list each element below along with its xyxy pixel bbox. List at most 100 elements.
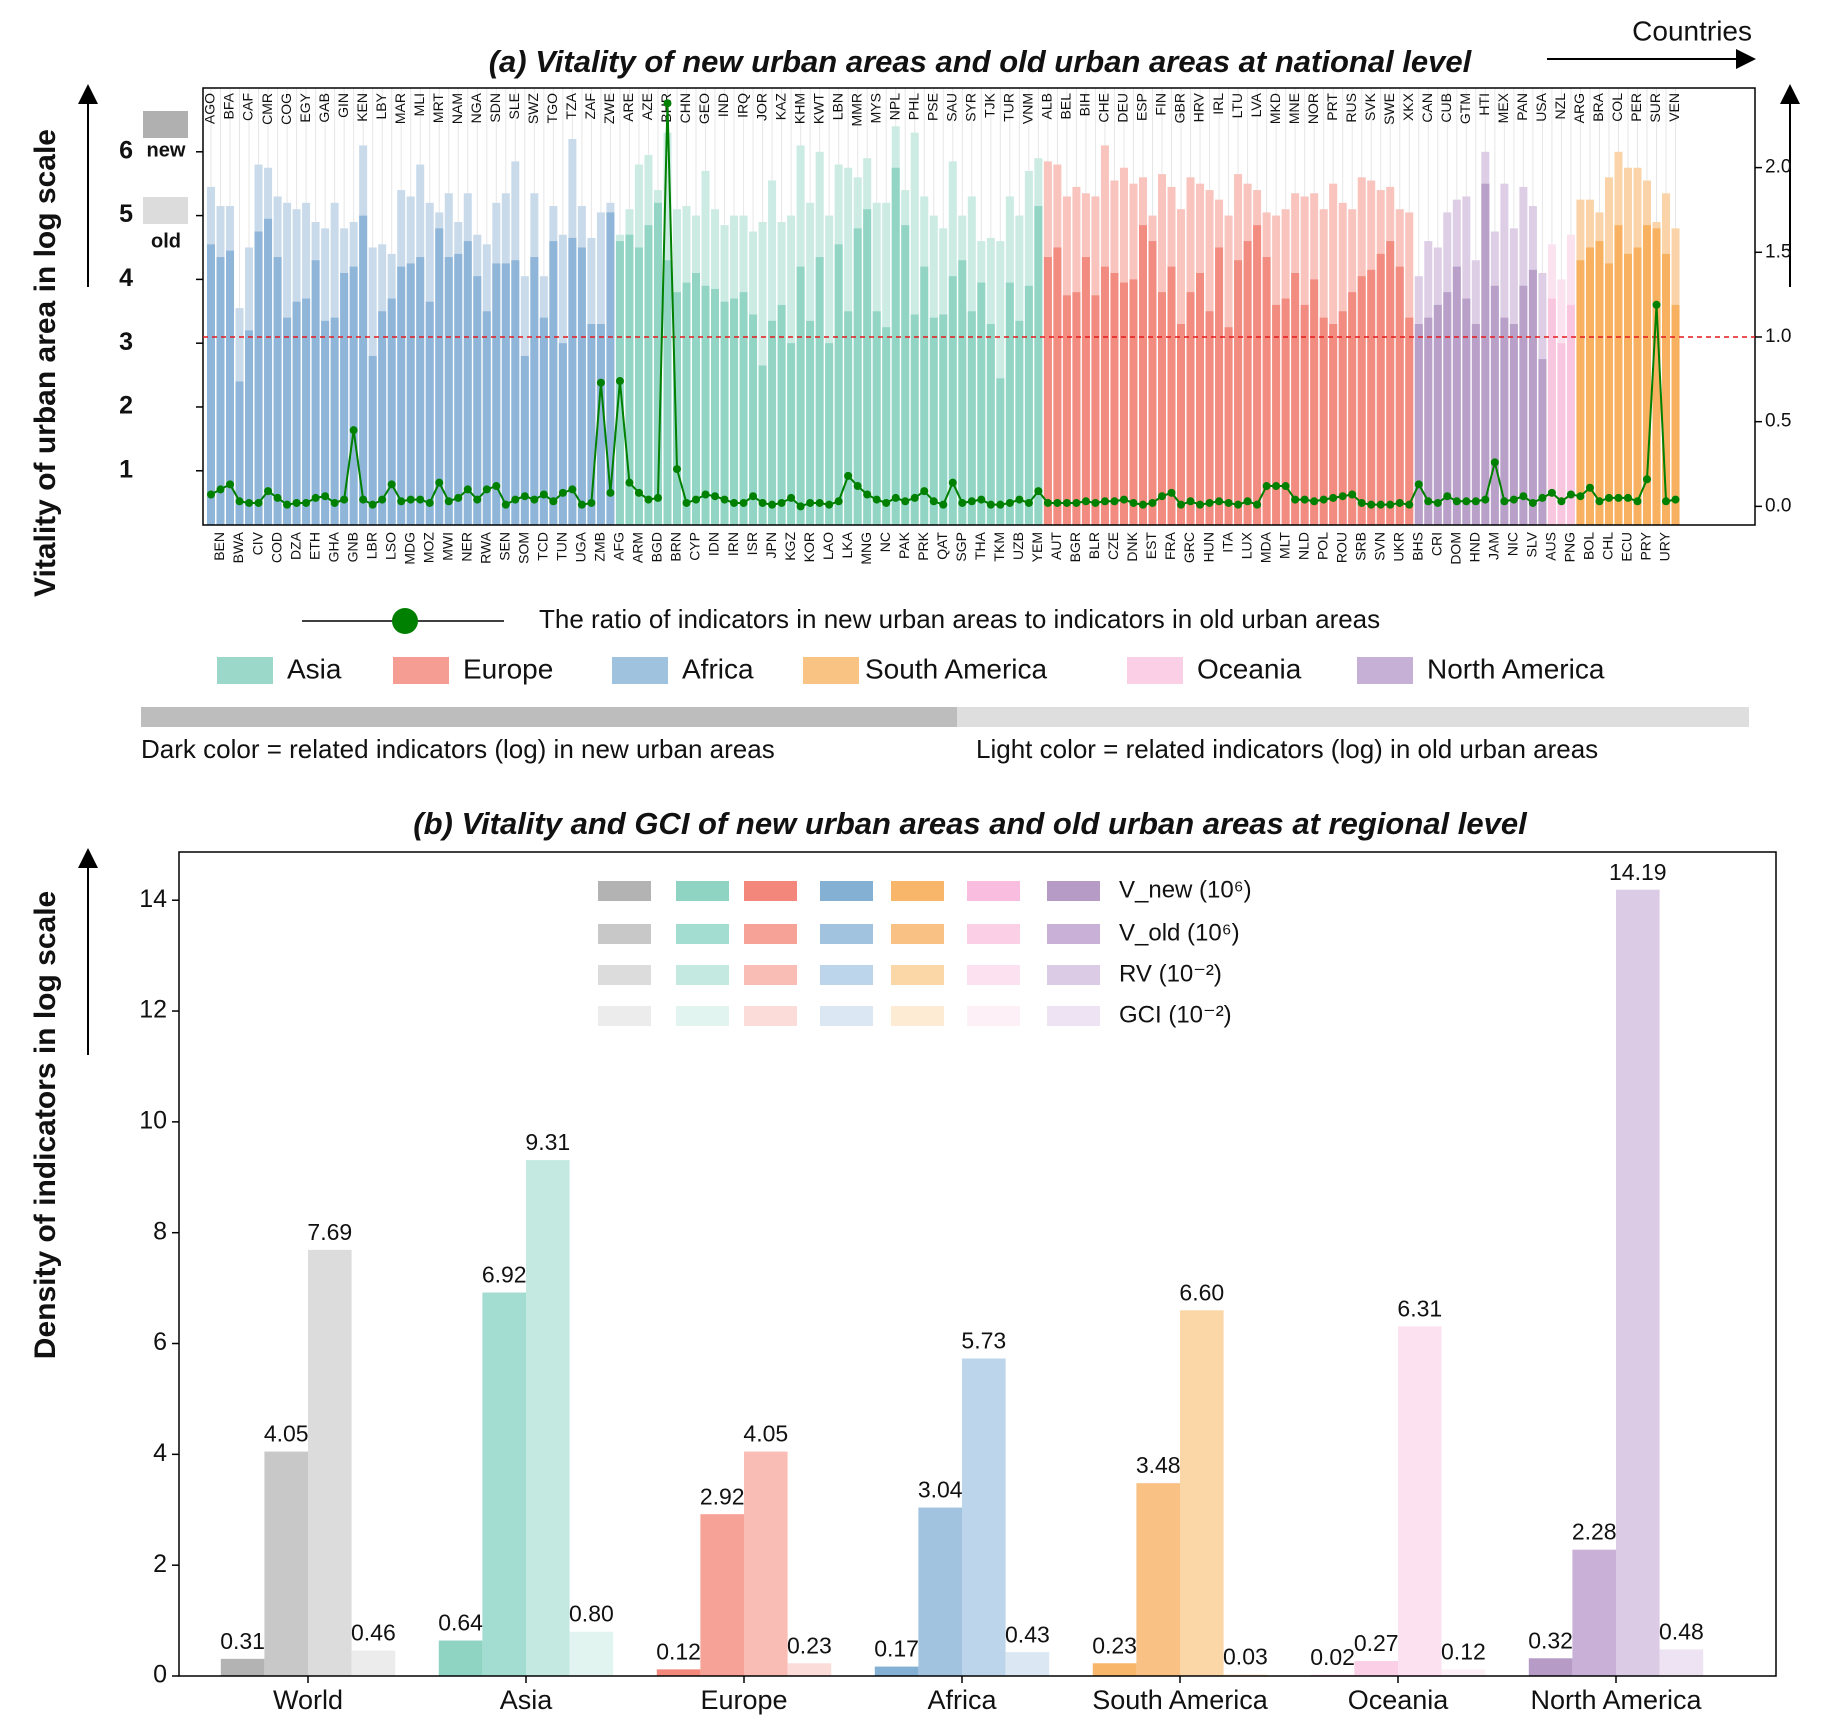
bar-new xyxy=(406,263,415,525)
ratio-marker xyxy=(1367,500,1376,509)
ratio-marker xyxy=(711,492,720,501)
ratio-marker xyxy=(1300,495,1309,504)
country-label: VEN xyxy=(1666,93,1682,122)
ratio-marker xyxy=(226,480,235,489)
legend-swatch xyxy=(1047,965,1100,985)
country-label: AUT xyxy=(1048,532,1064,560)
bar-new xyxy=(1614,225,1623,525)
bar-new xyxy=(891,167,900,526)
country-label: SEN xyxy=(497,532,513,561)
country-label: TUN xyxy=(554,532,570,561)
bar-new xyxy=(1262,257,1271,525)
note: Light color = related indicators (log) i… xyxy=(976,734,1598,764)
legend-swatch xyxy=(598,1006,651,1026)
bar xyxy=(787,1663,832,1676)
bar-new xyxy=(1100,266,1109,525)
ratio-marker xyxy=(777,498,786,507)
legend-swatch xyxy=(1047,881,1100,901)
bar-new xyxy=(663,260,672,525)
bar-new xyxy=(1310,279,1319,525)
ratio-marker xyxy=(416,495,425,504)
ratio-marker xyxy=(1310,497,1319,506)
country-label: SVN xyxy=(1371,532,1387,561)
bar-new xyxy=(207,244,215,526)
region-swatch xyxy=(393,657,449,684)
ratio-marker xyxy=(692,495,701,504)
ratio-marker xyxy=(1386,500,1395,509)
ratio-marker xyxy=(216,485,225,494)
bar-new xyxy=(1566,304,1575,525)
ratio-marker xyxy=(207,490,215,499)
bar-new xyxy=(397,266,406,525)
bar-new xyxy=(653,202,662,525)
region-label: Asia xyxy=(287,653,342,684)
legend-swatch xyxy=(891,924,944,944)
bar-new xyxy=(1158,292,1166,525)
country-label: ESP xyxy=(1134,93,1150,121)
bar-new xyxy=(1481,183,1490,526)
ratio-marker xyxy=(730,498,739,507)
ratio-marker xyxy=(340,495,349,504)
country-label: LSO xyxy=(382,532,398,560)
country-label: ALB xyxy=(1039,93,1055,119)
bar-new xyxy=(634,247,643,525)
bar-new xyxy=(1547,298,1556,525)
ratio-marker xyxy=(1576,492,1585,501)
ratio-marker xyxy=(891,493,900,502)
ratio-marker xyxy=(1519,492,1528,501)
x-tick-label: Oceania xyxy=(1348,1685,1450,1715)
light-band xyxy=(957,707,1749,727)
y-axis-label: Vitality of urban area in log scale xyxy=(29,129,62,597)
value-label: 2.28 xyxy=(1572,1519,1617,1545)
legend-swatch xyxy=(143,111,188,138)
x-axis-label: Countries xyxy=(1632,15,1752,46)
bar-new xyxy=(1015,320,1024,525)
bar xyxy=(1528,1658,1573,1676)
bar-new xyxy=(1062,295,1071,525)
bar-new xyxy=(720,301,729,525)
country-label: CRI xyxy=(1428,532,1444,556)
ratio-marker xyxy=(1072,498,1081,507)
ratio-marker xyxy=(863,490,872,499)
bar xyxy=(351,1650,396,1676)
ratio-marker xyxy=(920,487,929,496)
country-label: MEX xyxy=(1495,92,1511,123)
ratio-marker xyxy=(264,487,273,496)
y-tick-label: 14 xyxy=(139,885,167,913)
ratio-marker xyxy=(1015,495,1024,504)
bar-new xyxy=(539,317,548,525)
bar-new xyxy=(378,311,387,525)
bar-new xyxy=(1177,324,1186,525)
country-label: SOM xyxy=(516,532,532,564)
bar-new xyxy=(901,225,910,525)
bar-new xyxy=(996,378,1005,525)
country-label: IRQ xyxy=(734,93,750,118)
bar-new xyxy=(986,324,995,525)
country-label: MNG xyxy=(858,532,874,565)
legend-swatch xyxy=(967,924,1020,944)
ratio-marker xyxy=(349,426,358,435)
legend-swatch xyxy=(820,965,873,985)
country-label: RWA xyxy=(477,531,493,564)
country-label: MNE xyxy=(1286,93,1302,124)
ratio-marker xyxy=(625,478,634,487)
bar-new xyxy=(939,314,948,525)
ratio-marker xyxy=(967,497,976,506)
country-label: BEN xyxy=(211,532,227,561)
bar-new xyxy=(473,276,482,525)
bar-new xyxy=(872,311,881,525)
bar-new xyxy=(1110,273,1119,525)
ratio-marker xyxy=(720,495,729,504)
bar xyxy=(264,1451,308,1676)
ratio-marker xyxy=(587,498,596,507)
ratio-marker xyxy=(901,497,910,506)
bar-new xyxy=(1243,241,1252,525)
bar xyxy=(438,1640,483,1676)
country-label: PAK xyxy=(896,531,912,559)
country-label: SWZ xyxy=(525,93,541,125)
ratio-marker xyxy=(1167,488,1176,497)
bar-new xyxy=(1462,298,1471,525)
ratio-marker xyxy=(939,500,948,509)
bar-new xyxy=(330,317,339,525)
ratio-marker xyxy=(302,498,311,507)
